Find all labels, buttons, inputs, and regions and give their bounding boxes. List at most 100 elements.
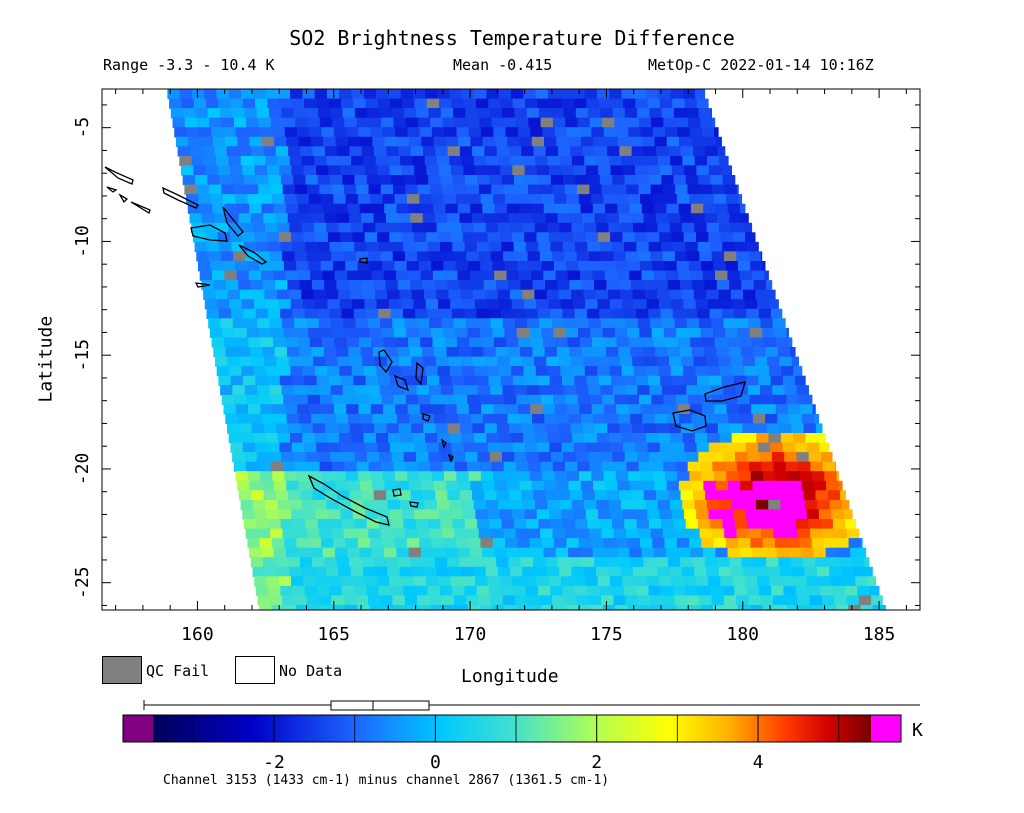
heatmap-cell: [307, 117, 321, 128]
heatmap-cell: [719, 433, 733, 444]
heatmap-cell: [692, 213, 706, 224]
heatmap-cell: [716, 280, 730, 291]
heatmap-cell: [323, 480, 336, 491]
heatmap-cell: [399, 566, 413, 577]
heatmap-cell: [465, 318, 479, 329]
heatmap-cell: [510, 499, 524, 511]
heatmap-cell: [370, 471, 384, 482]
heatmap-cell: [543, 480, 557, 491]
heatmap-cell: [846, 595, 860, 606]
heatmap-cell: [312, 146, 326, 157]
heatmap-cell: [650, 184, 664, 195]
heatmap-cell: [589, 394, 603, 405]
heatmap-cell: [685, 585, 699, 597]
heatmap-cell: [349, 423, 363, 434]
heatmap-cell: [760, 385, 773, 396]
heatmap-cell: [352, 576, 366, 587]
heatmap-cell: [551, 318, 565, 329]
heatmap-cell: [628, 337, 642, 348]
heatmap-cell: [446, 413, 459, 425]
heatmap-cell: [741, 280, 755, 291]
heatmap-cell: [510, 155, 524, 167]
heatmap-cell: [478, 318, 492, 329]
heatmap-cell: [687, 117, 701, 128]
heatmap-cell: [500, 98, 514, 109]
heatmap-cell: [451, 165, 464, 176]
heatmap-cell: [438, 509, 452, 520]
heatmap-cell: [328, 98, 342, 109]
heatmap-cell: [719, 366, 733, 377]
heatmap-cell: [349, 490, 363, 501]
heatmap-cell: [507, 480, 520, 491]
heatmap-cell: [360, 413, 374, 425]
heatmap-cell: [688, 605, 702, 610]
heatmap-cell: [476, 585, 490, 597]
heatmap-cell: [213, 280, 227, 291]
heatmap-cell: [503, 184, 517, 195]
heatmap-cell: [503, 461, 517, 472]
heatmap-cell: [495, 280, 509, 291]
heatmap-cell: [455, 327, 469, 339]
heatmap-cell: [795, 375, 806, 386]
heatmap-cell: [404, 385, 418, 396]
heatmap-cell: [315, 576, 329, 587]
heatmap-cell: [540, 528, 553, 539]
heatmap-cell: [512, 98, 526, 109]
heatmap-cell: [688, 261, 702, 272]
heatmap-cell: [229, 232, 243, 243]
heatmap-cell: [234, 327, 248, 339]
heatmap-cell: [438, 165, 452, 176]
heatmap-cell: [636, 519, 650, 530]
heatmap-cell: [592, 203, 606, 214]
heatmap-cell: [292, 241, 306, 253]
heatmap-cell: [736, 184, 739, 195]
heatmap-cell: [548, 366, 561, 377]
heatmap-cell: [218, 308, 232, 319]
heatmap-cell: [486, 366, 500, 377]
heatmap-cell: [771, 585, 785, 597]
heatmap-cell: [405, 117, 419, 128]
heatmap-cell: [216, 366, 230, 377]
heatmap-cell: [508, 490, 522, 501]
heatmap-cell: [734, 308, 748, 319]
heatmap-cell: [650, 595, 664, 606]
heatmap-cell: [314, 499, 328, 511]
heatmap-cell: [378, 241, 392, 253]
heatmap-cell: [435, 146, 449, 157]
heatmap-cell: [445, 136, 459, 147]
heatmap-cell: [542, 404, 556, 415]
heatmap-cell: [433, 136, 447, 147]
heatmap-cell: [422, 490, 436, 501]
heatmap-cell: [746, 375, 759, 386]
heatmap-cell: [491, 184, 505, 195]
heatmap-cell: [492, 261, 506, 272]
heatmap-cell: [383, 337, 397, 348]
heatmap-cell: [507, 136, 521, 147]
heatmap-cell: [340, 232, 354, 243]
heatmap-cell: [209, 117, 223, 128]
heatmap-cell: [282, 528, 296, 539]
heatmap-cell: [321, 471, 335, 482]
heatmap-cell: [523, 433, 536, 444]
heatmap-cell: [280, 585, 294, 597]
heatmap-cell: [320, 261, 334, 272]
heatmap-cell: [574, 585, 588, 597]
heatmap-cell: [771, 308, 783, 319]
heatmap-cell: [408, 203, 422, 214]
heatmap-cell: [270, 184, 284, 195]
heatmap-cell: [454, 461, 468, 472]
heatmap-cell: [375, 433, 389, 444]
heatmap-cell: [441, 595, 455, 606]
heatmap-cell: [364, 232, 378, 243]
heatmap-cell: [396, 270, 409, 281]
heatmap-cell: [618, 557, 632, 568]
heatmap-cell: [521, 423, 535, 434]
heatmap-cell: [450, 509, 464, 520]
heatmap-cell: [712, 394, 726, 405]
heatmap-cell: [705, 490, 718, 501]
heatmap-cell: [389, 165, 403, 176]
heatmap-cell: [278, 366, 291, 377]
heatmap-cell: [251, 490, 264, 501]
heatmap-cell: [586, 375, 600, 386]
heatmap-cell: [666, 480, 680, 491]
